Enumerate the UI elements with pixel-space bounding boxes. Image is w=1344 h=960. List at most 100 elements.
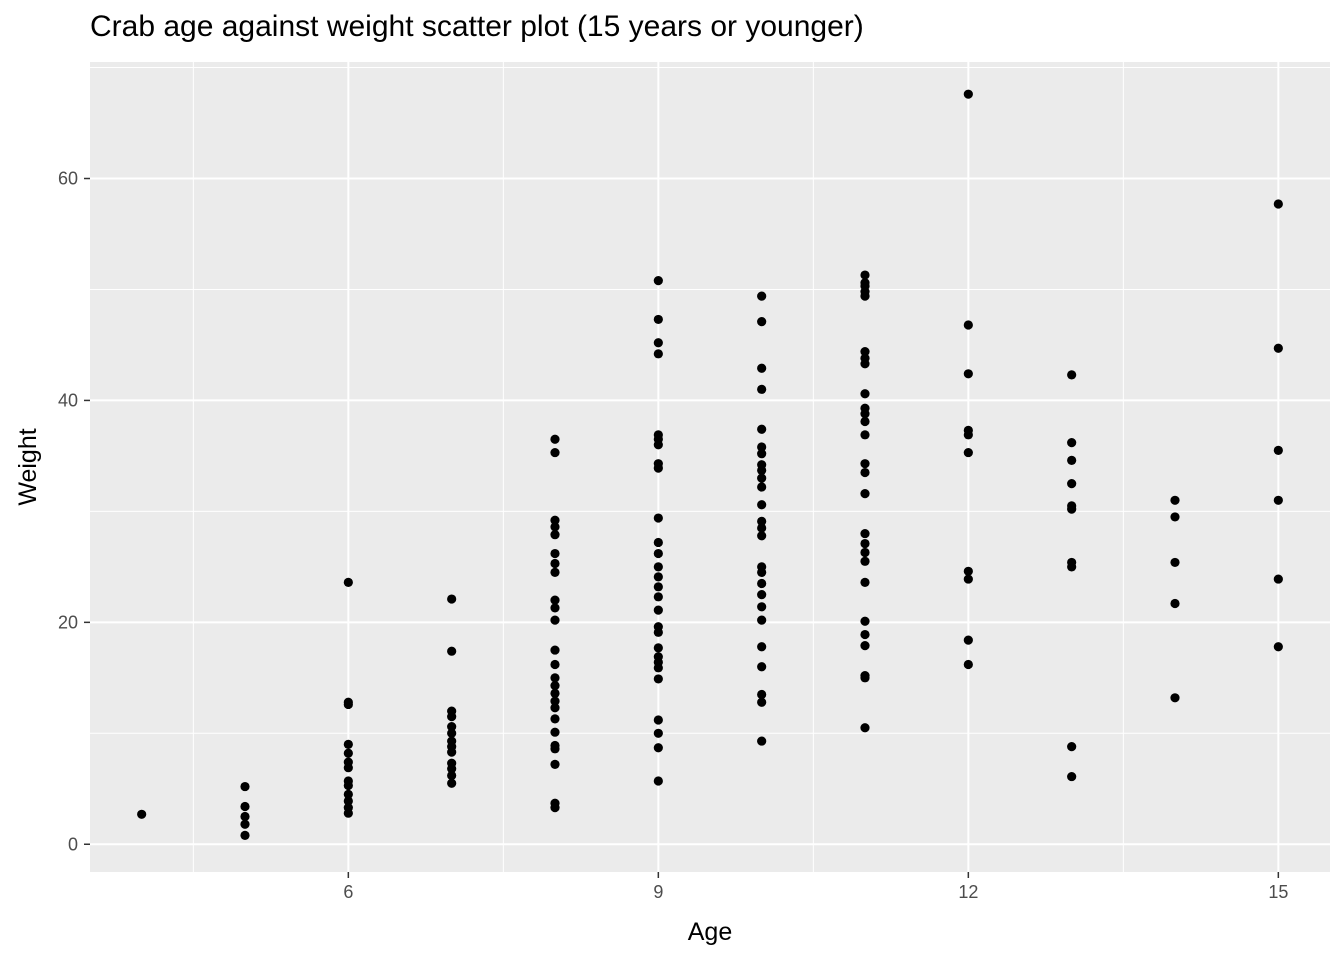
y-tick-label: 0 xyxy=(68,834,78,854)
data-point xyxy=(550,798,560,808)
data-point xyxy=(757,516,767,526)
data-point xyxy=(653,592,663,602)
y-axis-title: Weight xyxy=(14,428,42,505)
data-point xyxy=(860,556,870,566)
data-point xyxy=(653,349,663,359)
data-point xyxy=(963,635,973,645)
x-tick-label: 12 xyxy=(958,882,978,902)
data-point xyxy=(343,577,353,587)
data-point xyxy=(1067,501,1077,511)
data-point xyxy=(653,776,663,786)
data-point xyxy=(1273,495,1283,505)
data-point xyxy=(343,776,353,786)
data-point xyxy=(860,270,870,280)
data-point xyxy=(860,616,870,626)
data-point xyxy=(1170,512,1180,522)
data-point xyxy=(860,459,870,469)
data-point xyxy=(240,830,250,840)
data-point xyxy=(757,736,767,746)
data-point xyxy=(1067,742,1077,752)
data-point xyxy=(550,727,560,737)
data-point xyxy=(447,728,457,738)
data-point xyxy=(550,530,560,540)
data-point xyxy=(343,757,353,767)
data-point xyxy=(550,595,560,605)
data-point xyxy=(447,770,457,781)
x-tick-label: 6 xyxy=(343,882,353,902)
data-point xyxy=(653,605,663,615)
data-point xyxy=(757,384,767,394)
data-point xyxy=(1273,574,1283,584)
data-point xyxy=(1067,370,1077,380)
data-point xyxy=(343,697,353,707)
data-point xyxy=(550,447,560,458)
data-point xyxy=(447,778,457,788)
data-point xyxy=(963,566,973,576)
data-point xyxy=(447,646,457,656)
data-point xyxy=(550,548,560,559)
data-point xyxy=(653,430,663,440)
data-point xyxy=(860,347,870,357)
x-axis-title: Age xyxy=(688,918,732,946)
data-point xyxy=(550,688,560,698)
data-point xyxy=(550,567,560,578)
data-point xyxy=(1273,445,1283,455)
data-point xyxy=(1273,343,1283,353)
data-point xyxy=(860,467,870,478)
data-point xyxy=(550,703,560,713)
data-point xyxy=(550,659,560,670)
data-point xyxy=(1170,693,1180,703)
chart-title: Crab age against weight scatter plot (15… xyxy=(90,10,864,43)
data-point xyxy=(550,645,560,655)
data-point xyxy=(550,434,560,444)
data-point xyxy=(860,528,870,539)
data-point xyxy=(757,460,767,470)
data-point xyxy=(653,643,663,653)
data-point xyxy=(757,642,767,652)
data-point xyxy=(860,278,870,288)
data-point xyxy=(550,696,560,706)
data-point xyxy=(653,459,663,469)
data-point xyxy=(550,759,560,769)
data-point xyxy=(757,442,767,452)
data-point xyxy=(963,659,973,670)
data-point xyxy=(550,740,560,751)
data-point xyxy=(653,572,663,582)
data-point xyxy=(757,562,767,572)
data-point xyxy=(757,424,767,434)
data-point xyxy=(653,622,663,632)
data-point xyxy=(1067,455,1077,465)
data-point xyxy=(550,558,560,569)
data-point xyxy=(653,314,663,325)
data-point xyxy=(860,723,870,733)
data-point xyxy=(757,363,767,373)
data-point xyxy=(757,291,767,301)
data-point xyxy=(757,615,767,625)
data-point xyxy=(550,714,560,724)
data-point xyxy=(757,578,767,589)
data-point xyxy=(653,513,663,523)
data-point xyxy=(757,590,767,600)
data-point xyxy=(240,781,250,792)
data-point xyxy=(757,689,767,700)
data-point xyxy=(343,796,353,806)
data-point xyxy=(653,743,663,753)
data-point xyxy=(860,416,870,427)
data-point xyxy=(653,715,663,725)
data-points xyxy=(137,89,1283,840)
data-point xyxy=(343,803,353,813)
data-point xyxy=(1273,199,1283,209)
x-tick-label: 9 xyxy=(653,882,663,902)
data-point xyxy=(757,473,767,483)
y-tick-label: 40 xyxy=(58,390,78,410)
data-point xyxy=(137,809,147,819)
minor-gridlines xyxy=(90,62,1330,872)
data-point xyxy=(1067,771,1077,782)
data-point xyxy=(550,673,560,683)
data-point xyxy=(447,594,457,604)
data-point xyxy=(1067,479,1077,489)
data-point xyxy=(653,582,663,592)
data-point xyxy=(1273,642,1283,652)
data-point xyxy=(860,577,870,587)
